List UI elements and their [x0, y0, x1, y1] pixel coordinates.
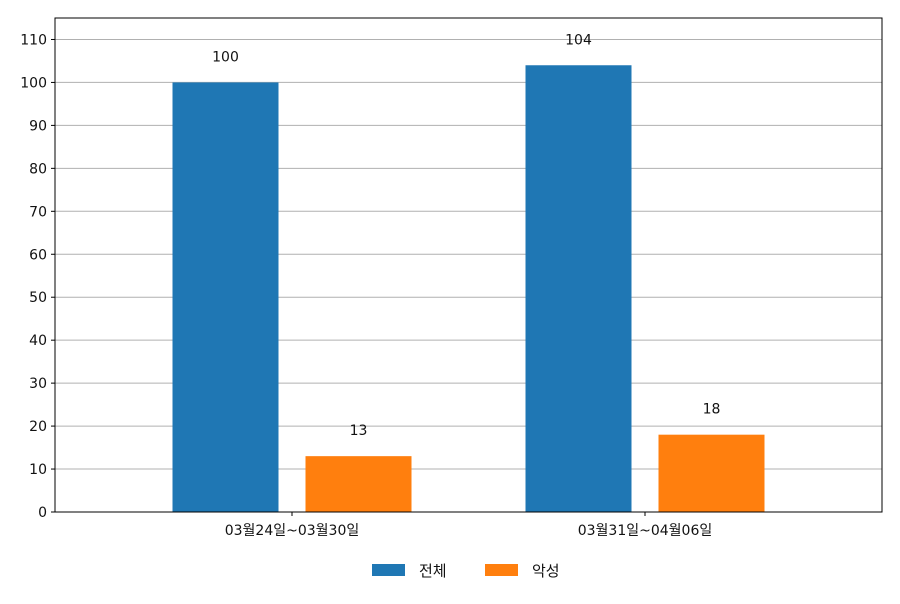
- bar: [172, 82, 279, 512]
- data-label: 18: [703, 402, 721, 418]
- x-tick-label: 03월24일~03월30일: [225, 523, 360, 539]
- bar: [658, 434, 765, 512]
- plot-frame: [54, 17, 883, 513]
- y-tick-label: 60: [29, 247, 47, 263]
- bar: [305, 456, 412, 512]
- y-tick-label: 30: [29, 376, 47, 392]
- y-tick-label: 110: [20, 32, 47, 48]
- y-tick-label: 100: [20, 75, 47, 91]
- y-tick-label: 40: [29, 333, 47, 349]
- y-tick-label: 80: [29, 161, 47, 177]
- y-tick-label: 50: [29, 290, 47, 306]
- x-tick-label: 03월31일~04월06일: [578, 523, 713, 539]
- legend-label: 악성: [532, 562, 560, 580]
- data-label: 13: [350, 423, 368, 439]
- y-tick-label: 20: [29, 419, 47, 435]
- bars: [172, 65, 765, 513]
- y-tick-label: 90: [29, 118, 47, 134]
- y-tick-label: 10: [29, 462, 47, 478]
- y-tick-label: 0: [38, 505, 47, 521]
- data-label: 100: [212, 49, 239, 65]
- data-labels: 100 13 104 18: [212, 32, 720, 439]
- legend-swatch: [485, 564, 518, 576]
- legend-label: 전체: [419, 562, 447, 580]
- data-label: 104: [565, 32, 592, 48]
- axes: 0 10 20 30 40 50 60 70 80 90 100 110 03월24일~03월30일 03…: [20, 17, 883, 539]
- legend-swatch: [372, 564, 405, 576]
- y-tick-label: 70: [29, 204, 47, 220]
- bar: [525, 65, 632, 513]
- legend: 전체 악성: [372, 562, 560, 580]
